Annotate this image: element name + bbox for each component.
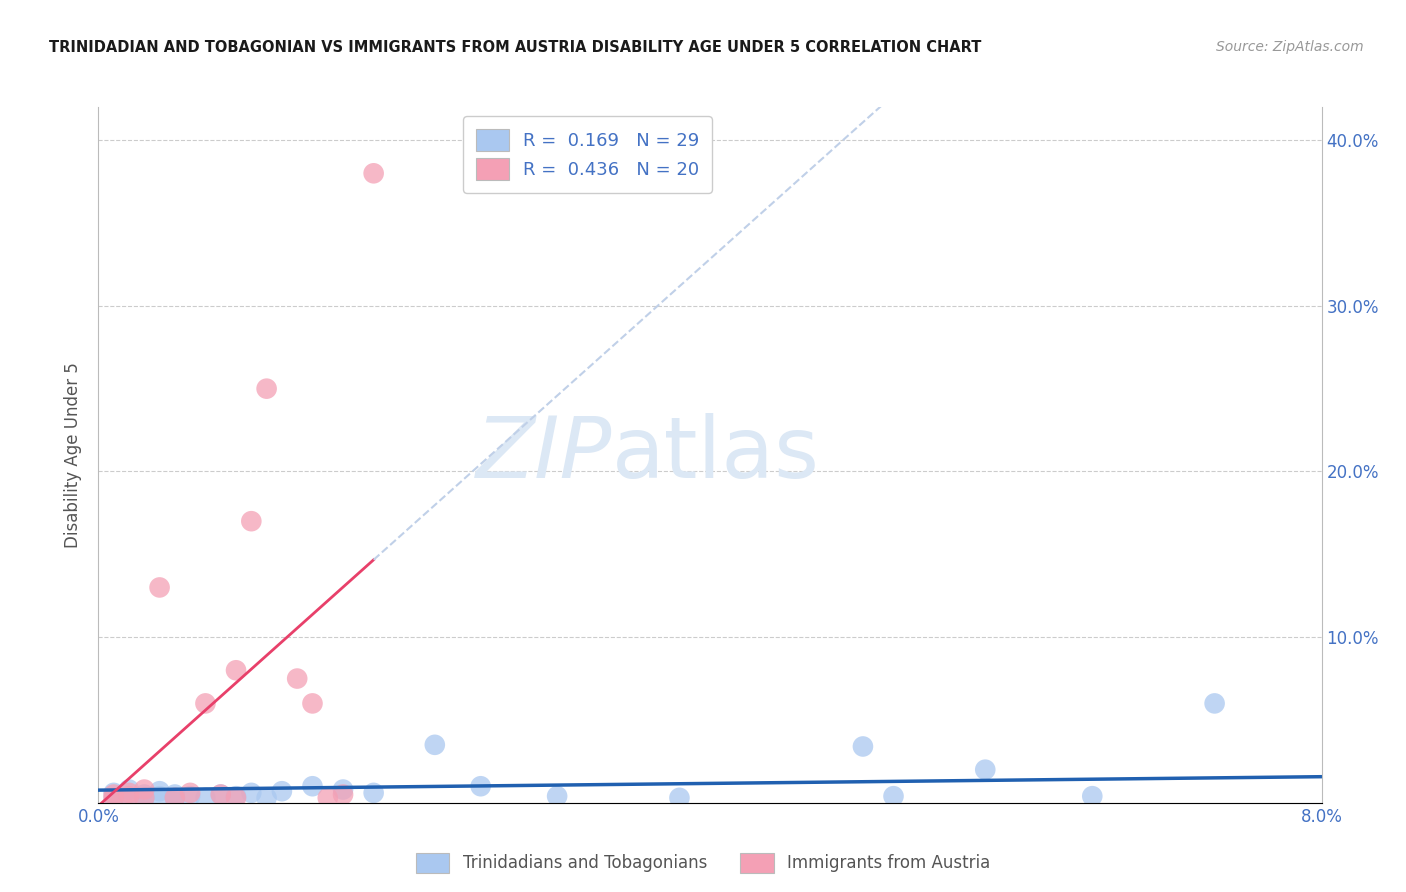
Point xyxy=(194,790,217,805)
Point xyxy=(301,697,323,711)
Point xyxy=(332,782,354,797)
Point xyxy=(149,789,172,804)
Point xyxy=(134,782,156,797)
Point xyxy=(301,779,323,793)
Point xyxy=(149,581,172,595)
Point xyxy=(852,739,875,754)
Point xyxy=(179,786,201,800)
Point xyxy=(163,790,186,805)
Y-axis label: Disability Age Under 5: Disability Age Under 5 xyxy=(65,362,83,548)
Point xyxy=(470,779,492,793)
Point xyxy=(103,790,125,805)
Point xyxy=(118,789,141,804)
Point xyxy=(240,786,263,800)
Point xyxy=(103,790,125,805)
Point xyxy=(363,166,385,180)
Point xyxy=(883,789,905,804)
Point xyxy=(118,789,141,804)
Point xyxy=(668,790,690,805)
Point xyxy=(240,514,263,528)
Point xyxy=(134,790,156,805)
Point xyxy=(256,382,278,396)
Point xyxy=(256,790,278,805)
Point xyxy=(225,663,247,677)
Point xyxy=(225,789,247,804)
Point xyxy=(103,788,125,802)
Point xyxy=(1081,789,1104,804)
Text: TRINIDADIAN AND TOBAGONIAN VS IMMIGRANTS FROM AUSTRIA DISABILITY AGE UNDER 5 COR: TRINIDADIAN AND TOBAGONIAN VS IMMIGRANTS… xyxy=(49,40,981,55)
Point xyxy=(134,790,156,805)
Point xyxy=(974,763,997,777)
Text: ZIP: ZIP xyxy=(475,413,612,497)
Text: atlas: atlas xyxy=(612,413,820,497)
Point xyxy=(103,786,125,800)
Point xyxy=(134,788,156,802)
Point xyxy=(285,672,308,686)
Point xyxy=(163,790,186,805)
Point xyxy=(316,790,339,805)
Point xyxy=(163,788,186,802)
Legend: R =  0.169   N = 29, R =  0.436   N = 20: R = 0.169 N = 29, R = 0.436 N = 20 xyxy=(464,116,711,193)
Point xyxy=(546,789,568,804)
Point xyxy=(363,786,385,800)
Point xyxy=(118,782,141,797)
Text: Source: ZipAtlas.com: Source: ZipAtlas.com xyxy=(1216,40,1364,54)
Point xyxy=(179,789,201,804)
Point xyxy=(270,784,294,798)
Point xyxy=(118,786,141,800)
Point xyxy=(209,788,232,802)
Point xyxy=(423,738,446,752)
Point xyxy=(1204,697,1226,711)
Point xyxy=(225,790,247,805)
Legend: Trinidadians and Tobagonians, Immigrants from Austria: Trinidadians and Tobagonians, Immigrants… xyxy=(409,847,997,880)
Point xyxy=(209,788,232,802)
Point xyxy=(332,788,354,802)
Point xyxy=(149,784,172,798)
Point xyxy=(194,697,217,711)
